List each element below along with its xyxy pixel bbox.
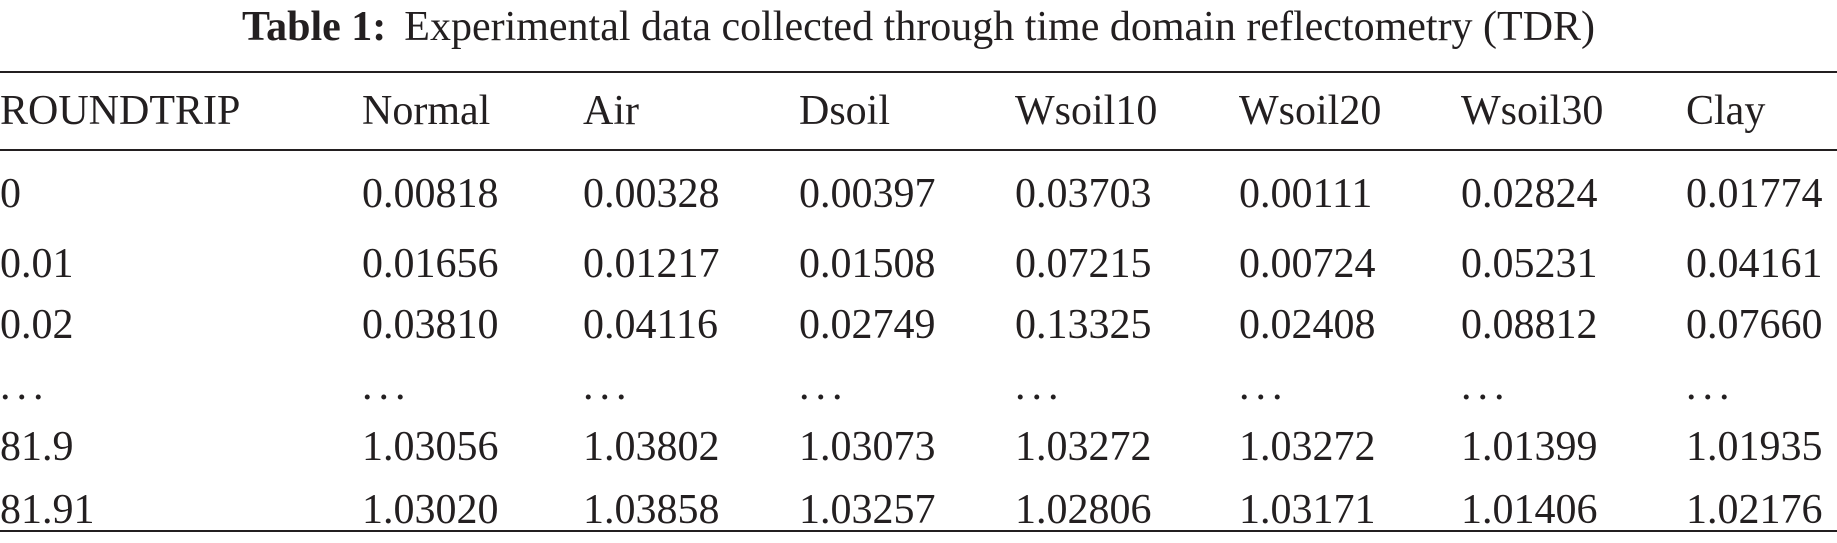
table-cell: 0.03703 bbox=[1015, 171, 1152, 217]
table-cell: ... bbox=[583, 362, 633, 409]
column-header-wsoil30: Wsoil30 bbox=[1461, 88, 1604, 134]
table-cell: 0.00111 bbox=[1239, 171, 1373, 217]
table-cell: 0.05231 bbox=[1461, 240, 1598, 287]
table-cell: 1.03858 bbox=[583, 487, 720, 533]
table-cell: ... bbox=[1239, 362, 1289, 409]
table-cell: 0 bbox=[0, 171, 21, 217]
column-header-dsoil: Dsoil bbox=[799, 88, 891, 134]
table-cell: 0.08812 bbox=[1461, 301, 1598, 348]
table-cell: 81.9 bbox=[0, 423, 74, 470]
table-top-rule bbox=[0, 71, 1837, 73]
table-cell: 0.01217 bbox=[583, 240, 720, 287]
table-row-ellipsis: ... ... ... ... ... ... ... ... bbox=[0, 355, 1837, 416]
table-cell: 0.00397 bbox=[799, 171, 936, 217]
table-cell: 0.07215 bbox=[1015, 240, 1152, 287]
table-caption-text: Experimental data collected through time… bbox=[404, 4, 1596, 50]
table-cell: 0.01 bbox=[0, 240, 74, 287]
table-cell: 1.01399 bbox=[1461, 423, 1598, 470]
table-cell: 1.03073 bbox=[799, 423, 936, 470]
table-cell: 0.13325 bbox=[1015, 301, 1152, 348]
table-cell: ... bbox=[362, 362, 412, 409]
table-bottom-rule bbox=[0, 530, 1837, 532]
table-cell: 1.03171 bbox=[1239, 487, 1376, 533]
table-cell: ... bbox=[1461, 362, 1511, 409]
table-cell: 1.01406 bbox=[1461, 487, 1598, 533]
column-header-roundtrip: ROUNDTRIP bbox=[0, 88, 241, 134]
table-header-rule bbox=[0, 149, 1837, 151]
table-cell: 1.03802 bbox=[583, 423, 720, 470]
table-cell: 1.03020 bbox=[362, 487, 499, 533]
table-cell: 0.02408 bbox=[1239, 301, 1376, 348]
table-caption: Table 1: Experimental data collected thro… bbox=[0, 2, 1837, 52]
table-cell: 0.01774 bbox=[1686, 171, 1823, 217]
table-cell: ... bbox=[799, 362, 849, 409]
column-header-wsoil10: Wsoil10 bbox=[1015, 88, 1158, 134]
table-cell: 0.01656 bbox=[362, 240, 499, 287]
table-cell: 1.02176 bbox=[1686, 487, 1823, 533]
table-cell: 0.02749 bbox=[799, 301, 936, 348]
table-cell: 0.00724 bbox=[1239, 240, 1376, 287]
column-header-normal: Normal bbox=[362, 88, 491, 134]
table-header-row: ROUNDTRIP Normal Air Dsoil Wsoil10 Wsoil… bbox=[0, 73, 1837, 149]
table-cell: ... bbox=[1686, 362, 1736, 409]
table-row: 81.91 1.03020 1.03858 1.03257 1.02806 1.… bbox=[0, 477, 1837, 543]
table-row: 0.02 0.03810 0.04116 0.02749 0.13325 0.0… bbox=[0, 294, 1837, 355]
table-caption-label: Table 1: bbox=[241, 4, 387, 50]
table-cell: 0.04116 bbox=[583, 301, 718, 348]
column-header-wsoil20: Wsoil20 bbox=[1239, 88, 1382, 134]
column-header-clay: Clay bbox=[1686, 88, 1766, 134]
table-cell: 0.00818 bbox=[362, 171, 499, 217]
table-row: 81.9 1.03056 1.03802 1.03073 1.03272 1.0… bbox=[0, 416, 1837, 477]
table-cell: ... bbox=[1015, 362, 1065, 409]
table-cell: 1.03257 bbox=[799, 487, 936, 533]
table-cell: 0.01508 bbox=[799, 240, 936, 287]
table-cell: ... bbox=[0, 362, 50, 409]
table-cell: 1.03056 bbox=[362, 423, 499, 470]
table-cell: 0.02824 bbox=[1461, 171, 1598, 217]
table-cell: 0.07660 bbox=[1686, 301, 1823, 348]
table-cell: 0.00328 bbox=[583, 171, 720, 217]
table-cell: 0.02 bbox=[0, 301, 74, 348]
table-row: 0 0.00818 0.00328 0.00397 0.03703 0.0011… bbox=[0, 149, 1837, 233]
column-header-air: Air bbox=[583, 88, 639, 134]
table-cell: 0.03810 bbox=[362, 301, 499, 348]
table-cell: 1.03272 bbox=[1239, 423, 1376, 470]
table-cell: 1.03272 bbox=[1015, 423, 1152, 470]
data-table: ROUNDTRIP Normal Air Dsoil Wsoil10 Wsoil… bbox=[0, 73, 1837, 543]
table-cell: 1.02806 bbox=[1015, 487, 1152, 533]
table-row: 0.01 0.01656 0.01217 0.01508 0.07215 0.0… bbox=[0, 233, 1837, 294]
table-cell: 81.91 bbox=[0, 487, 95, 533]
table-cell: 1.01935 bbox=[1686, 423, 1823, 470]
table-cell: 0.04161 bbox=[1686, 240, 1823, 287]
